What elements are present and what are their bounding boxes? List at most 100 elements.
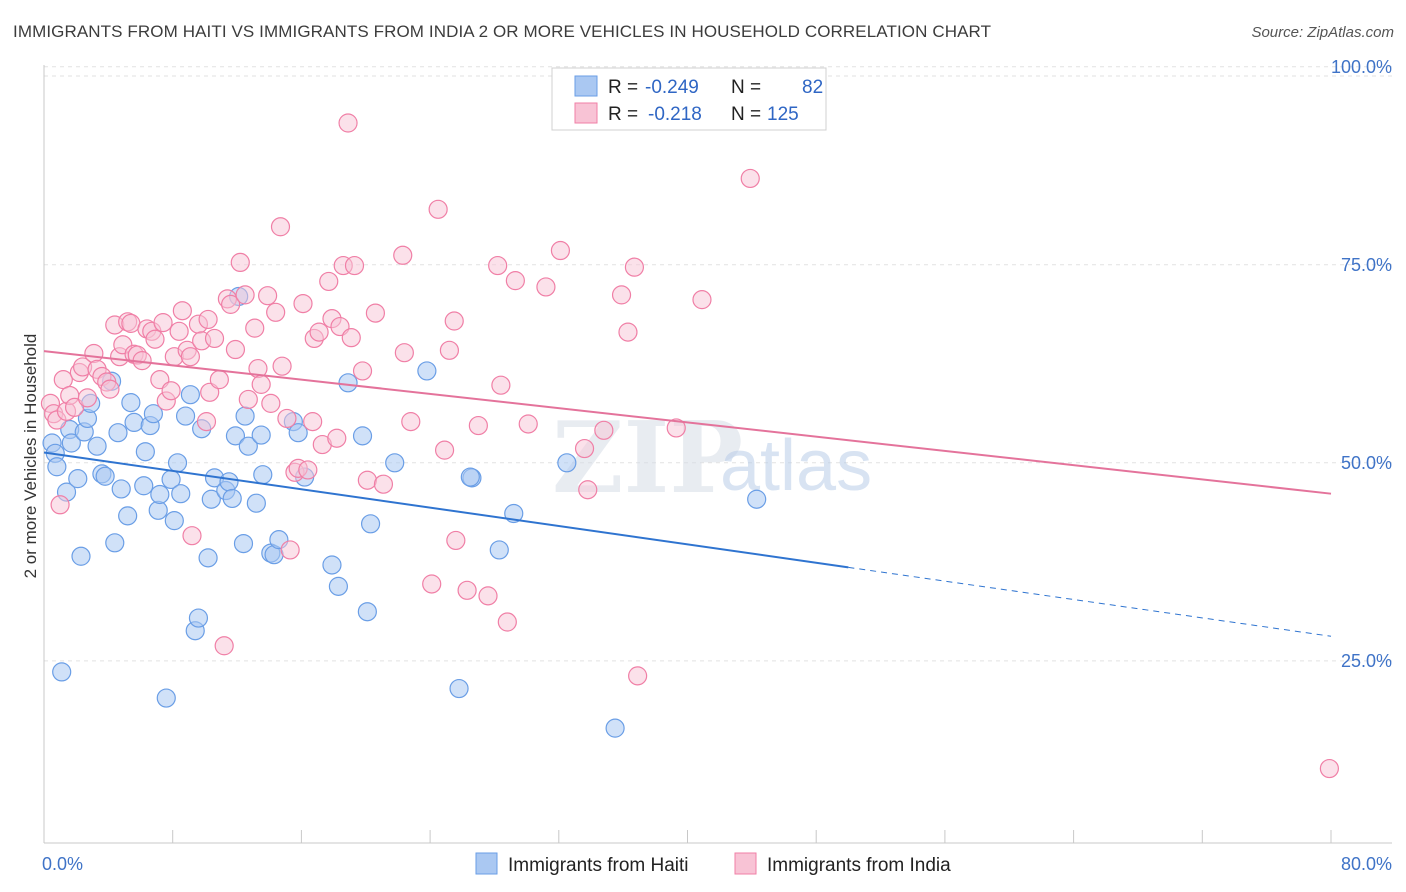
india-trend-line xyxy=(43,350,1332,495)
india-point xyxy=(439,340,460,360)
india-point xyxy=(251,374,271,394)
india-point xyxy=(180,347,200,367)
india-point xyxy=(536,277,556,297)
india-point xyxy=(238,389,258,410)
haiti-point xyxy=(143,404,163,424)
gridlines xyxy=(43,66,1392,843)
haiti-point xyxy=(225,426,246,446)
haiti-point xyxy=(175,406,196,426)
india-point xyxy=(121,313,141,333)
haiti-point xyxy=(322,555,342,575)
haiti-point xyxy=(449,678,469,699)
india-point xyxy=(352,361,373,381)
india-point xyxy=(491,375,511,395)
haiti-point xyxy=(121,393,141,413)
india-point xyxy=(357,470,377,490)
bottom-legend-label-haiti: Immigrants from Haiti xyxy=(508,855,689,876)
india-point xyxy=(365,303,386,323)
india-point xyxy=(434,440,455,460)
haiti-point xyxy=(253,465,273,485)
legend-r-label-haiti: R = xyxy=(608,77,638,98)
legend-box-frame xyxy=(551,67,827,131)
haiti-point xyxy=(417,361,437,381)
haiti-point xyxy=(557,453,577,473)
india-point xyxy=(204,328,225,349)
bottom-legend-swatch-haiti xyxy=(475,852,498,875)
india-point xyxy=(100,379,120,399)
haiti-point xyxy=(357,602,377,622)
india-point xyxy=(309,322,329,342)
watermark: ZIP atlas xyxy=(552,401,872,516)
haiti-point xyxy=(87,436,107,456)
india-point xyxy=(172,301,192,321)
india-point xyxy=(393,245,413,265)
india-point xyxy=(225,339,246,360)
haiti-point xyxy=(164,511,184,531)
india-point xyxy=(624,257,645,277)
india-point xyxy=(272,356,292,376)
haiti-point xyxy=(148,500,168,520)
india-point xyxy=(618,322,638,342)
haiti-point xyxy=(134,476,154,496)
india-point xyxy=(550,240,571,261)
y-tick-label: 50.0% xyxy=(1341,453,1392,473)
india-point xyxy=(84,343,104,364)
haiti-point xyxy=(385,453,405,473)
haiti-point xyxy=(135,442,155,462)
india-point xyxy=(270,217,291,237)
india-point xyxy=(628,666,648,686)
haiti-point xyxy=(111,479,131,499)
india-point xyxy=(235,285,255,305)
haiti-point xyxy=(180,385,200,405)
haiti-point xyxy=(47,457,67,477)
india-point xyxy=(497,612,517,632)
legend-swatch-india xyxy=(574,102,598,124)
chart-title: IMMIGRANTS FROM HAITI VS IMMIGRANTS FROM… xyxy=(13,22,992,41)
legend-r-label-india: R = xyxy=(608,104,638,125)
x-tick-label-max: 80.0% xyxy=(1341,854,1392,874)
india-point xyxy=(50,495,70,515)
india-point xyxy=(153,313,173,333)
india-point xyxy=(740,168,760,189)
bottom-legend-swatch-india xyxy=(734,852,757,875)
haiti-point xyxy=(288,423,308,443)
india-point xyxy=(196,412,217,432)
haiti-point xyxy=(238,436,258,456)
india-point xyxy=(145,329,165,349)
haiti-point xyxy=(105,533,125,553)
x-axis xyxy=(43,65,1392,844)
india-point xyxy=(422,574,442,594)
india-point xyxy=(373,474,394,494)
india-points xyxy=(40,113,1339,779)
india-point xyxy=(200,382,220,402)
india-point xyxy=(209,370,229,390)
india-point xyxy=(666,418,686,438)
haiti-point xyxy=(171,484,191,504)
haiti-point xyxy=(156,688,176,708)
haiti-point xyxy=(118,506,138,526)
india-point xyxy=(578,480,598,500)
india-point xyxy=(64,397,85,417)
india-point xyxy=(341,328,361,348)
india-point xyxy=(344,255,365,276)
legend-r-value-india: -0.218 xyxy=(648,104,702,125)
india-point xyxy=(338,113,358,133)
india-point xyxy=(1319,758,1339,779)
trend-lines xyxy=(43,350,1332,637)
haiti-point xyxy=(328,576,349,596)
haiti-point xyxy=(167,453,188,473)
haiti-point xyxy=(108,423,128,443)
india-point xyxy=(594,420,614,440)
haiti-point xyxy=(61,433,81,453)
india-point xyxy=(261,393,281,413)
legend-box: R = -0.249 N = 82 R = -0.218 N = 125 xyxy=(551,67,827,131)
india-point xyxy=(182,526,202,546)
haiti-point xyxy=(747,489,767,509)
haiti-point xyxy=(124,412,144,433)
india-point xyxy=(457,580,477,600)
india-point xyxy=(214,636,234,656)
india-point xyxy=(298,460,318,480)
india-point xyxy=(518,414,538,434)
y-axis-title: 2 or more Vehicles in Household xyxy=(21,334,40,579)
haiti-point xyxy=(201,489,221,509)
